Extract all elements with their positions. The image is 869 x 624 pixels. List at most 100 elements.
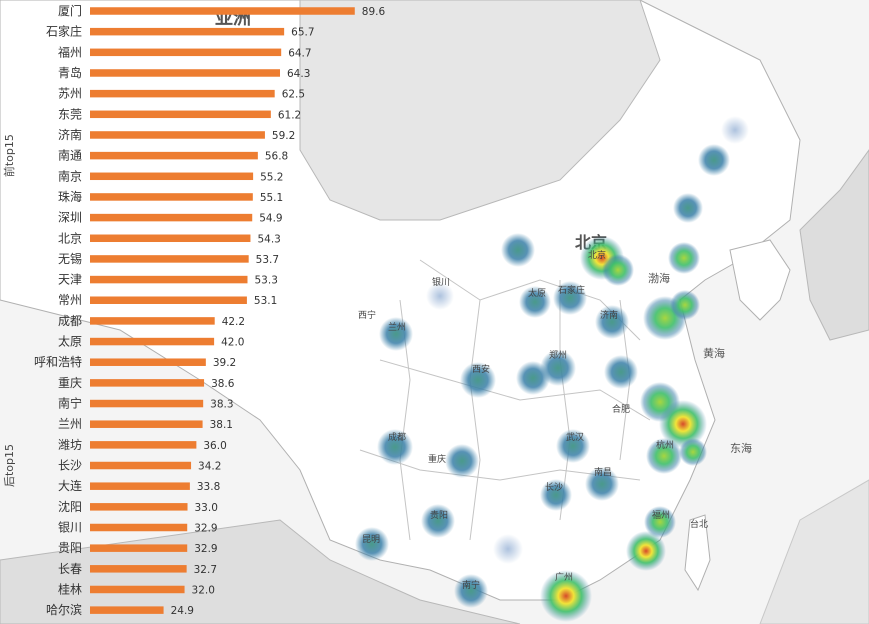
bar: [90, 89, 275, 98]
value-label: 54.3: [257, 233, 280, 245]
map-city-taiyuan: 太原: [528, 287, 546, 299]
category-label: 厦门: [58, 3, 82, 18]
bar: [90, 482, 190, 490]
value-label: 32.9: [194, 523, 217, 535]
map-city-jinan: 济南: [600, 309, 618, 321]
region-label-east-sea: 东海: [730, 441, 752, 455]
heat-spot: [644, 506, 676, 538]
heat-spot: [595, 305, 629, 339]
bar: [90, 399, 204, 408]
heat-spot: [540, 350, 576, 386]
map-city-labels: 北京 太原 石家庄 济南 西安 郑州 银川 西宁 兰州 成都 重庆 贵阳 昆明 …: [358, 249, 708, 591]
value-label: 33.0: [195, 502, 218, 514]
category-label: 成都: [58, 314, 82, 328]
map-land-north: [299, 0, 661, 221]
map-city-hefei: 合肥: [612, 403, 630, 415]
heat-spot: [426, 282, 454, 310]
heat-spot: [670, 290, 700, 320]
category-label: 长春: [58, 562, 82, 576]
bar: [90, 110, 271, 119]
heat-spot: [355, 527, 389, 561]
category-label: 重庆: [58, 376, 82, 390]
value-label: 38.6: [211, 378, 235, 390]
map-city-guiyang: 贵阳: [430, 509, 448, 521]
heat-spot: [602, 254, 634, 286]
bar: [90, 606, 164, 614]
value-label: 36.0: [203, 440, 226, 452]
map-city-xining: 西宁: [358, 309, 376, 321]
category-label: 济南: [58, 127, 82, 142]
value-label: 39.2: [213, 357, 236, 369]
map-city-guangzhou: 广州: [555, 571, 573, 583]
value-label: 34.2: [198, 461, 221, 473]
bar: [90, 213, 253, 222]
category-label: 银川: [58, 521, 82, 535]
category-label: 沈阳: [58, 499, 82, 514]
bar: [90, 151, 258, 160]
category-label: 哈尔滨: [46, 602, 82, 617]
value-label: 53.7: [256, 254, 279, 266]
map-land-east-sea: [759, 479, 869, 624]
value-label: 53.1: [254, 295, 277, 307]
heat-spot: [377, 429, 413, 465]
value-label: 55.1: [260, 192, 283, 204]
category-label: 天津: [58, 273, 82, 287]
heat-spot: [519, 286, 551, 318]
category-label: 北京: [58, 231, 82, 245]
map-city-yinchuan: 银川: [432, 276, 450, 288]
heat-spot: [585, 467, 619, 501]
heat-spot: [454, 574, 488, 608]
value-label: 65.7: [291, 27, 314, 39]
category-label: 桂林: [58, 581, 82, 596]
map-city-kunming: 昆明: [362, 534, 380, 545]
bar: [90, 296, 247, 304]
map-city-chengdu: 成都: [388, 431, 406, 443]
category-label: 潍坊: [58, 437, 82, 452]
value-label: 59.2: [272, 130, 295, 142]
map-city-zhengzhou: 郑州: [549, 349, 567, 361]
region-label-yellow-sea: 黄海: [703, 346, 725, 360]
category-label: 苏州: [58, 87, 82, 101]
value-label: 32.0: [192, 584, 215, 596]
category-label: 南京: [58, 168, 82, 183]
category-label: 福州: [58, 44, 82, 59]
map-city-lanzhou: 兰州: [388, 321, 406, 333]
bar: [90, 337, 215, 346]
heat-spot: [659, 400, 707, 448]
bar: [90, 48, 282, 57]
map-city-nanchang: 南昌: [594, 466, 612, 478]
map-land-taiwan: [684, 514, 711, 592]
map-city-chongqing: 重庆: [428, 453, 446, 465]
bar: [90, 358, 206, 366]
heat-spot: [556, 429, 590, 463]
group-label: 后top15: [3, 444, 16, 487]
bar: [90, 131, 265, 139]
value-label: 55.2: [260, 171, 283, 183]
map-land-korea: [729, 239, 791, 321]
map-city-wuhan: 武汉: [566, 431, 584, 443]
bar: [90, 234, 251, 243]
heat-spot: [421, 504, 455, 538]
heat-spot: [679, 438, 707, 466]
heat-spot: [540, 570, 592, 622]
bar: [90, 420, 203, 428]
heat-spot: [673, 193, 703, 223]
bar: [90, 193, 253, 201]
category-label: 大连: [58, 478, 82, 493]
category-label: 青岛: [58, 65, 82, 80]
category-label: 南宁: [58, 396, 82, 411]
heat-spot: [668, 242, 700, 274]
category-label: 贵阳: [58, 541, 82, 555]
value-label: 62.5: [282, 89, 305, 101]
heatmap-layer: [355, 116, 749, 622]
value-label: 53.3: [255, 275, 278, 287]
bar: [90, 255, 249, 263]
heat-spot: [646, 438, 682, 474]
category-label: 长沙: [58, 459, 82, 473]
value-label: 54.9: [259, 213, 282, 225]
category-label: 东莞: [58, 107, 82, 121]
bar: [90, 544, 188, 552]
heat-spot: [721, 116, 749, 144]
value-label: 42.2: [222, 316, 245, 328]
